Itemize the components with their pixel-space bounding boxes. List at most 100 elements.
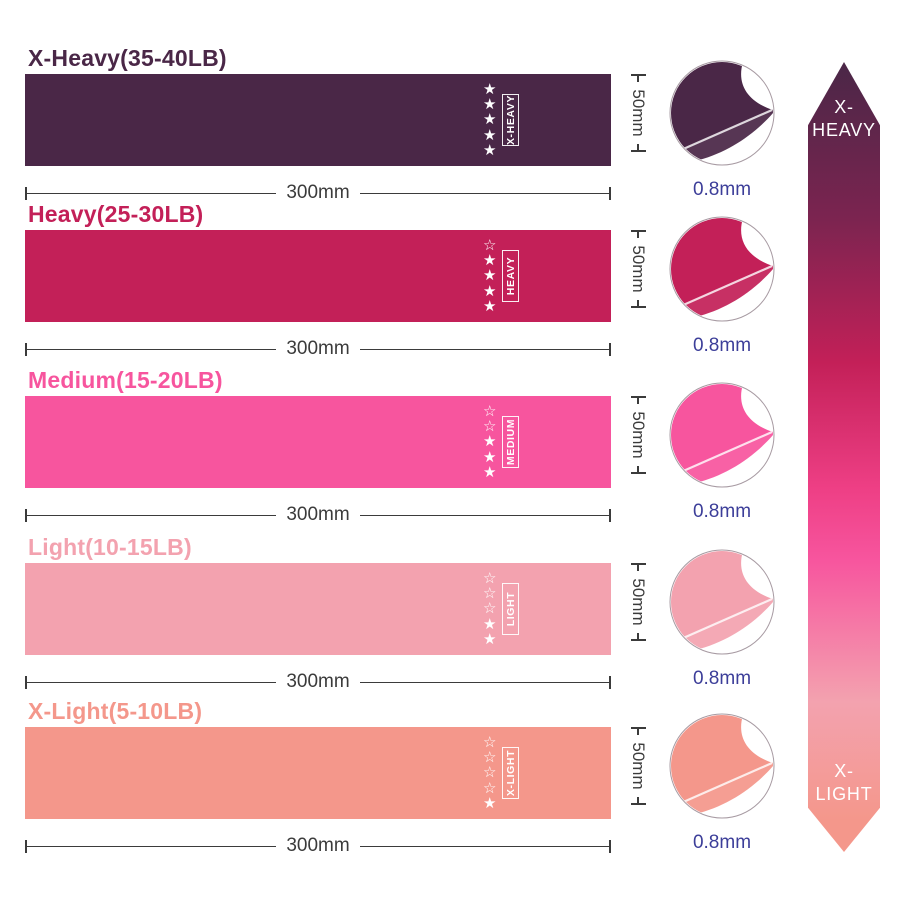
dimension-line: [637, 398, 639, 404]
star-icon: ★: [483, 111, 497, 129]
star-icon: ☆: [483, 237, 497, 254]
dimension-tick: [609, 342, 612, 356]
star-icon: ★: [483, 282, 497, 300]
thickness-label: 0.8mm: [692, 501, 752, 522]
dimension-tick: [25, 839, 27, 853]
dimension-tick: [630, 563, 646, 565]
thickness-label: 0.8mm: [692, 179, 752, 200]
band-tag-box: MEDIUM: [502, 416, 519, 468]
star-icon: ★: [483, 630, 497, 648]
band-tag-label: X-LIGHT: [504, 749, 517, 797]
star-rating: ☆ ☆ ★ ★ ★: [483, 404, 496, 480]
star-icon: ☆: [483, 570, 497, 587]
star-icon: ☆: [483, 734, 497, 751]
star-icon: ★: [483, 448, 497, 466]
dimension-line: [637, 466, 639, 472]
resistance-band: ☆ ☆ ☆ ★ ★ LIGHT: [25, 563, 611, 655]
dimension-tick: [25, 508, 27, 522]
star-icon: ★: [483, 267, 497, 285]
dimension-line: [359, 192, 610, 194]
dimension-tick: [630, 727, 646, 729]
star-icon: ★: [483, 433, 497, 451]
dimension-line: [359, 514, 610, 516]
star-icon: ☆: [483, 585, 497, 603]
width-dimension-label: 50mm: [629, 742, 648, 790]
star-rating: ☆ ☆ ☆ ★ ★: [483, 571, 496, 647]
width-dimension: 50mm: [625, 230, 651, 322]
band-name-label: X-Light(5-10LB): [28, 698, 203, 724]
star-icon: ☆: [483, 600, 497, 618]
length-dimension: 300mm: [25, 671, 612, 692]
star-icon: ★: [483, 463, 497, 481]
dimension-line: [27, 681, 277, 683]
star-icon: ★: [483, 252, 497, 270]
dimension-tick: [630, 230, 646, 232]
length-dimension: 300mm: [25, 835, 612, 856]
dimension-line: [637, 232, 639, 238]
star-icon: ★: [483, 96, 497, 114]
dimension-tick: [630, 150, 646, 152]
band-tag-label: MEDIUM: [504, 418, 517, 466]
dimension-tick: [25, 342, 27, 356]
width-dimension: 50mm: [625, 396, 651, 488]
star-rating: ☆ ★ ★ ★ ★: [483, 238, 496, 314]
length-dimension-label: 300mm: [286, 182, 350, 203]
width-dimension: 50mm: [625, 74, 651, 166]
band-row: Light(10-15LB) ☆ ☆ ☆ ★ ★ LIGHT 50mm 300m…: [0, 534, 900, 699]
band-tag-label: X-HEAVY: [504, 94, 517, 146]
dimension-line: [27, 192, 277, 194]
length-dimension: 300mm: [25, 182, 612, 203]
folded-band-closeup-icon: [669, 60, 775, 166]
width-dimension-label: 50mm: [629, 89, 648, 137]
band-name-label: Light(10-15LB): [28, 534, 192, 560]
dimension-tick: [630, 306, 646, 308]
band-tag-box: X-LIGHT: [502, 747, 519, 799]
star-icon: ☆: [483, 764, 497, 782]
star-rating: ★ ★ ★ ★ ★: [483, 82, 496, 158]
star-icon: ☆: [483, 418, 497, 436]
star-rating: ☆ ☆ ☆ ☆ ★: [483, 735, 496, 811]
length-dimension: 300mm: [25, 338, 612, 359]
resistance-band: ☆ ☆ ☆ ☆ ★ X-LIGHT: [25, 727, 611, 819]
thickness-label: 0.8mm: [692, 832, 752, 853]
dimension-tick: [609, 508, 612, 522]
band-row: Medium(15-20LB) ☆ ☆ ★ ★ ★ MEDIUM 50mm 30…: [0, 367, 900, 532]
star-icon: ★: [483, 794, 497, 812]
dimension-line: [359, 681, 610, 683]
dimension-tick: [630, 396, 646, 398]
band-tag-label: HEAVY: [504, 256, 517, 296]
dimension-line: [637, 144, 639, 150]
width-dimension-label: 50mm: [629, 411, 648, 459]
length-dimension-label: 300mm: [286, 835, 350, 856]
band-row: X-Light(5-10LB) ☆ ☆ ☆ ☆ ★ X-LIGHT 50mm 3…: [0, 698, 900, 863]
folded-band-closeup-icon: [669, 713, 775, 819]
dimension-tick: [630, 639, 646, 641]
dimension-line: [27, 845, 277, 847]
band-name-label: X-Heavy(35-40LB): [28, 45, 227, 71]
star-icon: ☆: [483, 403, 497, 420]
folded-band-closeup-icon: [669, 382, 775, 488]
length-dimension-label: 300mm: [286, 338, 350, 359]
width-dimension: 50mm: [625, 563, 651, 655]
dimension-line: [637, 797, 639, 803]
length-dimension-label: 300mm: [286, 671, 350, 692]
star-icon: ★: [483, 126, 497, 144]
folded-band-closeup-icon: [669, 549, 775, 655]
dimension-tick: [25, 675, 27, 689]
band-name-label: Heavy(25-30LB): [28, 201, 204, 227]
dimension-tick: [609, 839, 612, 853]
dimension-line: [637, 729, 639, 735]
dimension-line: [359, 845, 610, 847]
dimension-line: [637, 565, 639, 571]
band-tag-label: LIGHT: [504, 591, 517, 627]
arrow-bottom-label: X- LIGHT: [815, 761, 873, 804]
width-dimension-label: 50mm: [629, 245, 648, 293]
dimension-line: [637, 633, 639, 639]
band-name-label: Medium(15-20LB): [28, 367, 223, 393]
star-icon: ★: [483, 141, 497, 159]
folded-band-closeup-icon: [669, 216, 775, 322]
dimension-tick: [630, 74, 646, 76]
length-dimension-label: 300mm: [286, 504, 350, 525]
width-dimension: 50mm: [625, 727, 651, 819]
